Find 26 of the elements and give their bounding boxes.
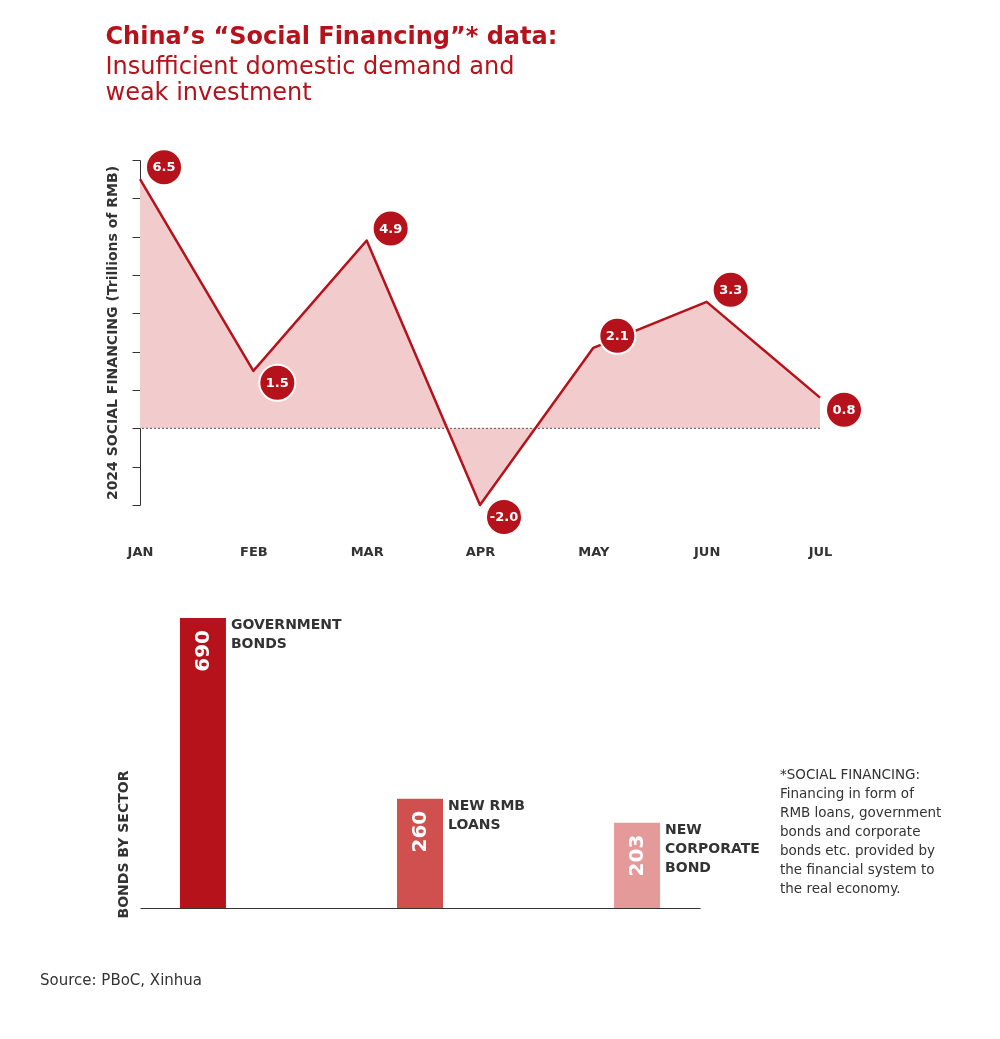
data-label: 1.5: [265, 374, 289, 390]
x-tick-label: JUN: [693, 543, 721, 559]
data-label: 690: [189, 630, 214, 672]
x-tick-label: FEB: [240, 543, 268, 559]
x-tick-label: JAN: [126, 543, 154, 559]
chart-title: China’s “Social Financing”* data:: [105, 22, 558, 51]
data-label: 2.1: [605, 327, 629, 343]
x-tick-label: APR: [465, 543, 496, 559]
chart-subtitle: Insufficient domestic demand and weak investment: [105, 52, 515, 107]
x-tick-label: JUL: [807, 543, 833, 559]
x-tick-label: MAR: [350, 543, 384, 559]
x-tick-label: GOVERNMENT BONDS: [230, 616, 343, 651]
y-axis-title: 2024 SOCIAL FINANCING (Trillions of RMB): [104, 165, 120, 501]
text: *SOCIAL FINANCING: Financing in form of RMB loans, government bonds and corporate bonds etc. provided by the financial system to the real economy.: [780, 766, 942, 896]
x-tick-label: MAY: [578, 543, 610, 559]
x-tick-label: NEW RMB LOANS: [448, 796, 525, 832]
data-label: 4.9: [379, 220, 403, 236]
data-label: 3.3: [719, 281, 743, 297]
y-axis-title: BONDS BY SECTOR: [114, 770, 131, 919]
data-label: 260: [407, 810, 431, 853]
data-label: 0.8: [832, 401, 856, 417]
data-label: 203: [624, 834, 649, 877]
x-tick-label: NEW CORPORATE BOND: [665, 820, 760, 875]
data-label: 6.5: [152, 159, 176, 175]
data-label: -2.0: [489, 509, 519, 524]
source-note: Source: PBoC, Xinhua: [40, 971, 203, 989]
